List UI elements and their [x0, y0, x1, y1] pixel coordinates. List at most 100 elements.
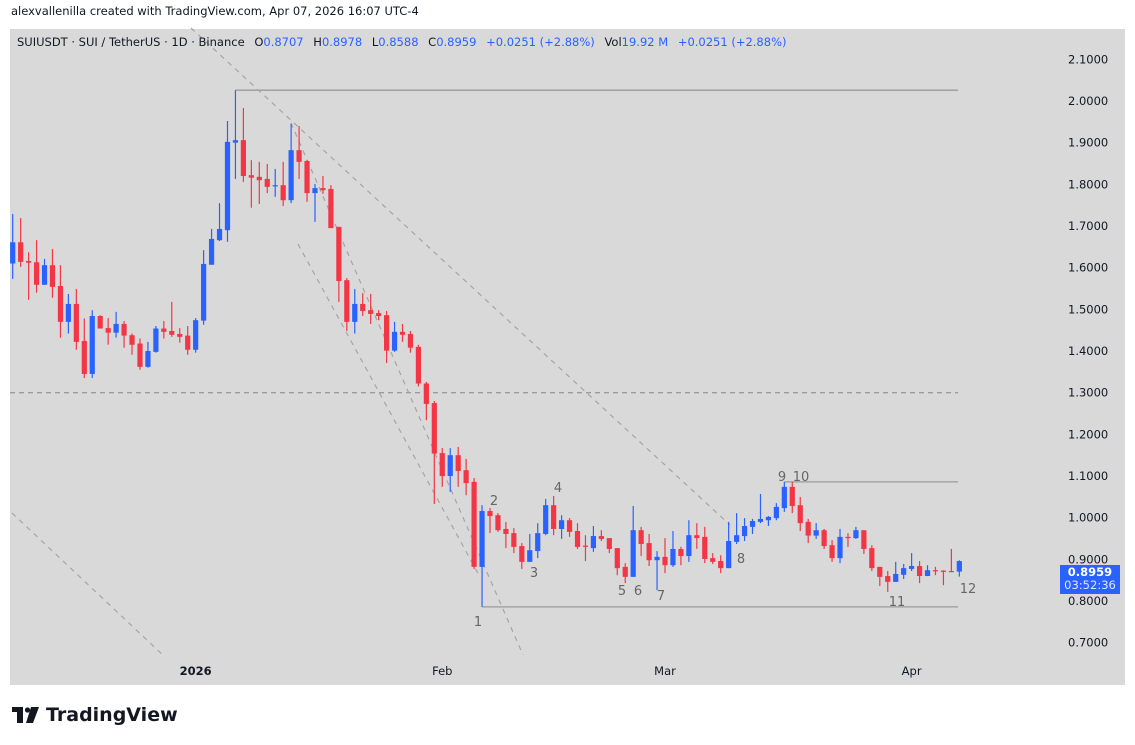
candle-down [845, 533, 851, 547]
candle-body [543, 505, 549, 534]
candle-body [304, 161, 310, 194]
candle-down [519, 543, 525, 569]
candle-body [463, 470, 469, 484]
candle-up [216, 203, 223, 242]
candle-up [208, 228, 215, 265]
candle-body [582, 545, 589, 547]
candle-body [654, 556, 660, 561]
candle-up [65, 293, 71, 334]
wave-label: 8 [737, 552, 745, 567]
candle-down [503, 521, 509, 549]
chart-panel[interactable] [10, 29, 1125, 685]
candle-down [646, 533, 652, 567]
candle-up [765, 516, 772, 527]
ohlc-low-label: L [371, 35, 379, 49]
time-tick-label: Feb [432, 664, 452, 678]
candle-down [718, 555, 724, 574]
candle-body [208, 238, 215, 265]
candle-down [511, 528, 517, 554]
candle-body [193, 320, 199, 350]
candle-down [169, 301, 175, 337]
wave-label: 4 [554, 481, 562, 496]
candle-body [280, 185, 286, 201]
candle-down [789, 481, 795, 514]
candle-body [702, 536, 708, 559]
wave-label: 7 [657, 589, 665, 604]
candle-down [805, 518, 811, 544]
candle-body [829, 545, 835, 559]
candle-down [26, 252, 32, 300]
last-price: 0.8959 [1067, 565, 1113, 579]
candle-body [256, 176, 262, 181]
candle-body [932, 570, 939, 572]
candle-up [535, 523, 541, 559]
candle-down [137, 338, 143, 370]
candle-body [909, 566, 915, 569]
candle-down [861, 530, 867, 554]
candle-body [527, 550, 533, 562]
wave-label: 12 [960, 582, 977, 597]
trend-line [11, 512, 166, 658]
candle-down [471, 478, 477, 569]
candle-body [924, 570, 931, 577]
price-axis[interactable]: 2.1000 2.0000 1.9000 1.8000 1.7000 1.6000 1.50… [1068, 52, 1108, 649]
candle-body [789, 486, 795, 507]
candle-body [718, 561, 724, 569]
candle-down [399, 323, 406, 342]
price-tick-label: 2.1000 [1068, 52, 1108, 66]
candle-down [161, 321, 167, 339]
candle-body [224, 141, 231, 231]
candle-up [527, 533, 533, 562]
candle-body [566, 520, 573, 532]
candle-body [97, 316, 103, 329]
price-tick-label: 0.7000 [1068, 636, 1108, 650]
candle-body [113, 323, 119, 333]
candle-up [893, 561, 899, 582]
ohlc-close-label: C [428, 35, 437, 49]
candle-body [590, 536, 597, 549]
candle-body [471, 481, 477, 567]
candle-body [813, 530, 819, 536]
candle-down [598, 530, 604, 542]
time-tick-label: Apr [902, 664, 922, 678]
tradingview-logo[interactable]: TradingView [12, 704, 178, 726]
candle-body [360, 303, 366, 312]
candle-body [10, 242, 16, 264]
candle-body [312, 188, 318, 194]
price-tick-label: 1.3000 [1068, 386, 1108, 400]
candle-down [678, 546, 684, 566]
candle-down [463, 458, 469, 496]
candle-body [129, 335, 135, 345]
candle-body [853, 530, 859, 539]
price-tick-label: 1.1000 [1068, 469, 1108, 483]
candle-down [940, 570, 947, 586]
candle-body [399, 331, 406, 335]
candle-up [734, 513, 740, 544]
candle-body [861, 530, 867, 549]
candle-down [264, 163, 270, 194]
candle-down [869, 545, 875, 572]
candle-body [49, 265, 56, 287]
brand-name: TradingView [46, 704, 178, 726]
candle-up [89, 310, 95, 379]
candle-up [813, 523, 819, 539]
time-axis[interactable]: 2026 Feb Mar Apr [180, 664, 922, 678]
candle-down [932, 566, 939, 576]
candle-up [686, 520, 692, 562]
symbol-title[interactable]: SUIUSDT · SUI / TetherUS · 1D · Binance [17, 35, 245, 49]
candle-body [885, 576, 891, 582]
candle-body [18, 242, 24, 262]
wave-label: 10 [793, 470, 810, 485]
ohlc-high-label: H [313, 35, 322, 49]
candle-down [439, 448, 445, 487]
candle-up [909, 553, 915, 572]
candle-down [49, 248, 56, 298]
candle-up [41, 258, 48, 285]
candle-up [153, 326, 159, 353]
candle-body [797, 505, 803, 524]
candle-body [893, 573, 899, 582]
candle-down [622, 563, 628, 584]
candle-up [193, 318, 199, 353]
candle-body [89, 316, 95, 374]
